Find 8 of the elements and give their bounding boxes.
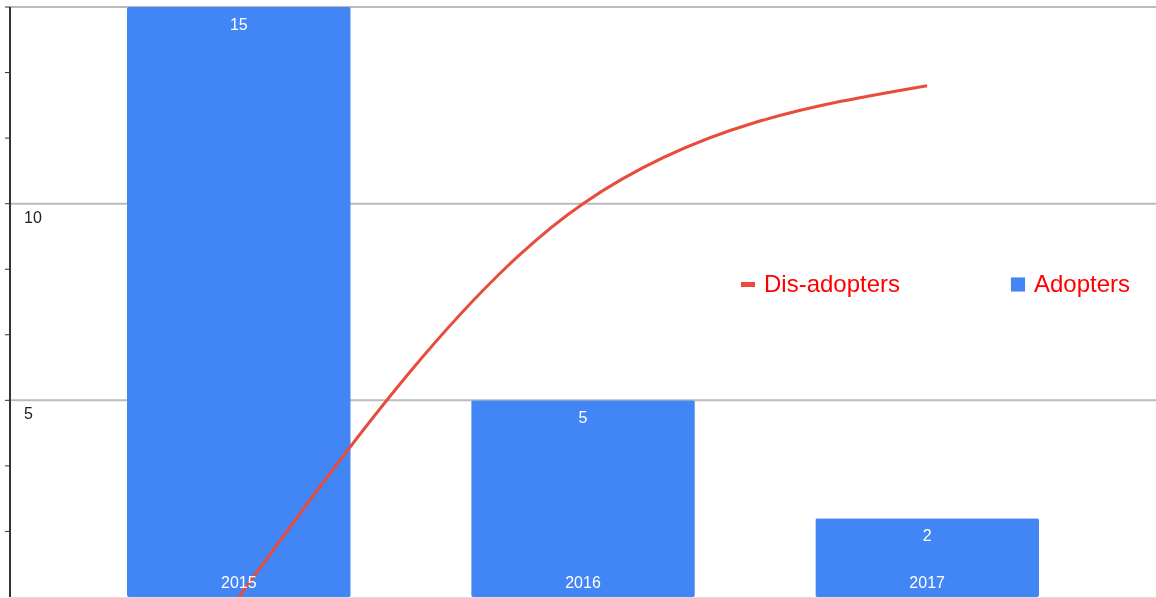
x-tick-label: 2016 [565,574,601,591]
legend-label: Dis-adopters [764,269,901,297]
y-tick-label: 10 [24,208,42,226]
data-label: 5 [578,409,588,427]
legend-label: Adopters [1034,269,1131,297]
data-label: 15 [229,16,248,33]
data-label: 2 [922,527,932,545]
x-tick-label: 2017 [909,574,946,591]
